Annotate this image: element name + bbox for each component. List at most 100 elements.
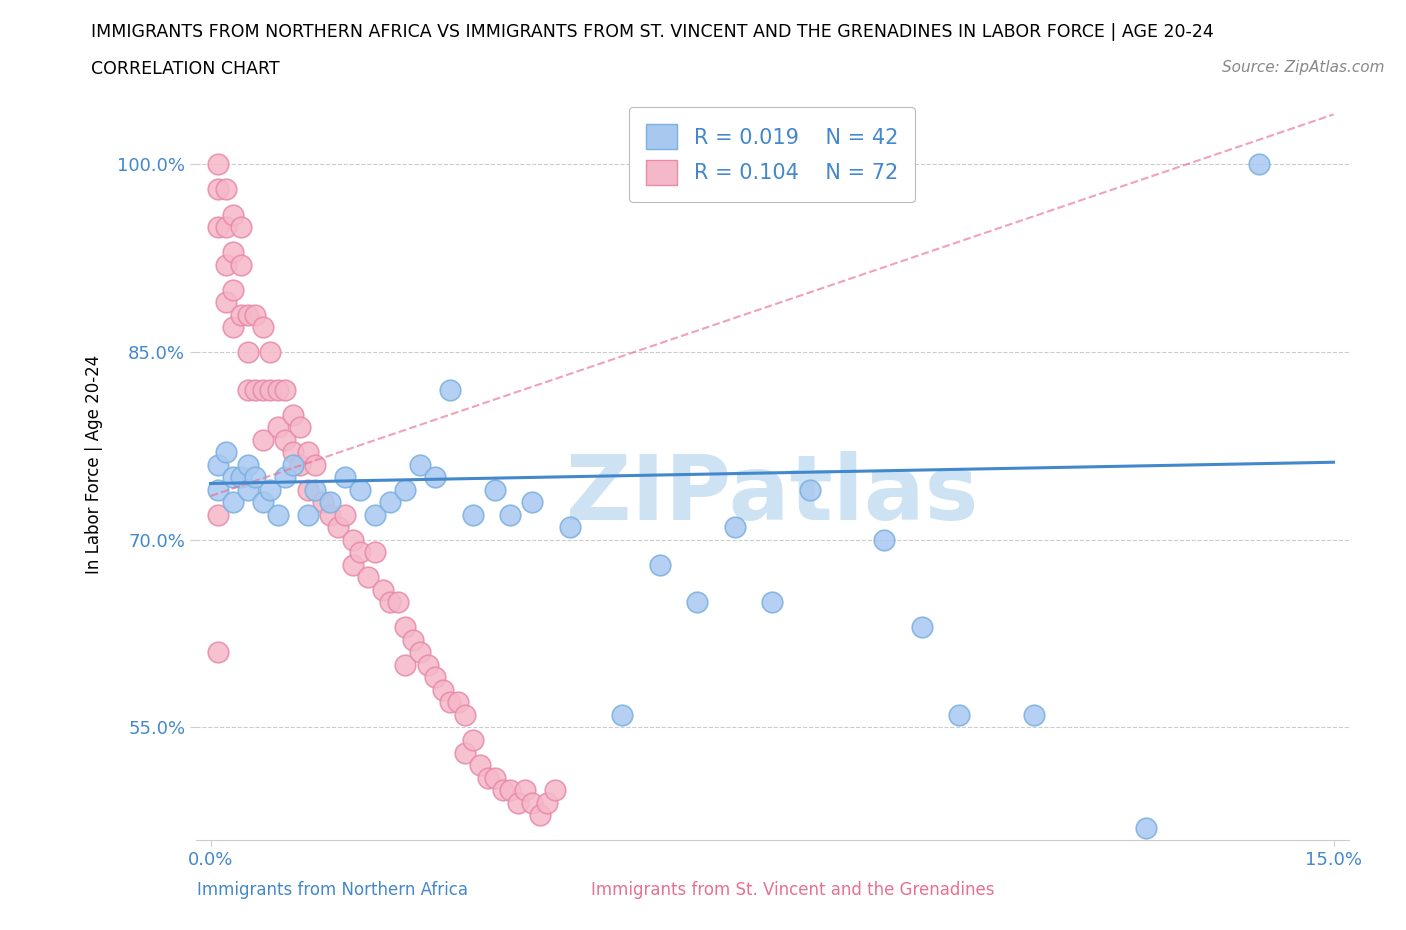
Point	[252, 382, 274, 397]
Point	[290, 458, 312, 472]
Point	[873, 532, 896, 547]
Point	[394, 620, 416, 635]
Point	[335, 470, 357, 485]
Point	[686, 595, 709, 610]
Point	[499, 508, 522, 523]
Point	[558, 520, 581, 535]
Point	[380, 595, 402, 610]
Point	[1022, 708, 1045, 723]
Point	[911, 620, 934, 635]
Point	[207, 182, 229, 197]
Point	[425, 670, 447, 684]
Text: ZIPatlas: ZIPatlas	[565, 451, 979, 538]
Text: Source: ZipAtlas.com: Source: ZipAtlas.com	[1222, 60, 1385, 75]
Point	[342, 557, 364, 572]
Point	[222, 245, 245, 259]
Point	[245, 470, 267, 485]
Point	[222, 495, 245, 510]
Point	[948, 708, 970, 723]
Point	[229, 257, 252, 272]
Point	[222, 470, 245, 485]
Point	[252, 495, 274, 510]
Point	[304, 483, 326, 498]
Point	[245, 307, 267, 322]
Point	[259, 345, 281, 360]
Point	[380, 495, 402, 510]
Text: Immigrants from Northern Africa: Immigrants from Northern Africa	[197, 882, 468, 899]
Point	[245, 382, 267, 397]
Legend: R = 0.019    N = 42, R = 0.104    N = 72: R = 0.019 N = 42, R = 0.104 N = 72	[630, 107, 915, 202]
Point	[544, 783, 567, 798]
Point	[207, 508, 229, 523]
Point	[454, 745, 477, 760]
Text: Immigrants from St. Vincent and the Grenadines: Immigrants from St. Vincent and the Gren…	[591, 882, 994, 899]
Point	[267, 382, 290, 397]
Point	[236, 458, 259, 472]
Point	[236, 483, 259, 498]
Point	[236, 307, 259, 322]
Point	[267, 419, 290, 434]
Point	[409, 458, 432, 472]
Point	[214, 219, 236, 234]
Point	[319, 508, 342, 523]
Point	[724, 520, 747, 535]
Point	[312, 495, 335, 510]
Point	[222, 282, 245, 297]
Point	[1135, 820, 1157, 835]
Point	[364, 545, 387, 560]
Point	[214, 295, 236, 310]
Point	[252, 432, 274, 447]
Point	[648, 557, 671, 572]
Point	[409, 645, 432, 660]
Point	[439, 382, 461, 397]
Point	[207, 458, 229, 472]
Point	[222, 320, 245, 335]
Point	[394, 483, 416, 498]
Point	[236, 382, 259, 397]
Point	[342, 532, 364, 547]
Point	[349, 545, 371, 560]
Point	[761, 595, 783, 610]
Point	[394, 658, 416, 672]
Point	[229, 219, 252, 234]
Point	[402, 632, 425, 647]
Point	[484, 770, 506, 785]
Point	[236, 345, 259, 360]
Text: CORRELATION CHART: CORRELATION CHART	[91, 60, 280, 78]
Point	[612, 708, 634, 723]
Point	[252, 320, 274, 335]
Point	[304, 458, 326, 472]
Point	[506, 795, 529, 810]
Point	[499, 783, 522, 798]
Point	[491, 783, 513, 798]
Point	[477, 770, 499, 785]
Point	[297, 483, 319, 498]
Point	[425, 470, 447, 485]
Point	[259, 483, 281, 498]
Point	[274, 382, 297, 397]
Point	[229, 307, 252, 322]
Point	[529, 807, 551, 822]
Point	[799, 483, 821, 498]
Point	[207, 645, 229, 660]
Point	[335, 508, 357, 523]
Point	[432, 683, 454, 698]
Point	[297, 445, 319, 459]
Point	[259, 382, 281, 397]
Point	[274, 432, 297, 447]
Point	[1247, 157, 1270, 172]
Y-axis label: In Labor Force | Age 20-24: In Labor Force | Age 20-24	[86, 355, 103, 575]
Point	[297, 508, 319, 523]
Point	[214, 445, 236, 459]
Point	[207, 219, 229, 234]
Point	[484, 483, 506, 498]
Point	[319, 495, 342, 510]
Point	[387, 595, 409, 610]
Point	[468, 758, 491, 773]
Point	[274, 470, 297, 485]
Point	[446, 695, 468, 710]
Text: IMMIGRANTS FROM NORTHERN AFRICA VS IMMIGRANTS FROM ST. VINCENT AND THE GRENADINE: IMMIGRANTS FROM NORTHERN AFRICA VS IMMIG…	[91, 23, 1215, 41]
Point	[281, 407, 304, 422]
Point	[281, 458, 304, 472]
Point	[349, 483, 371, 498]
